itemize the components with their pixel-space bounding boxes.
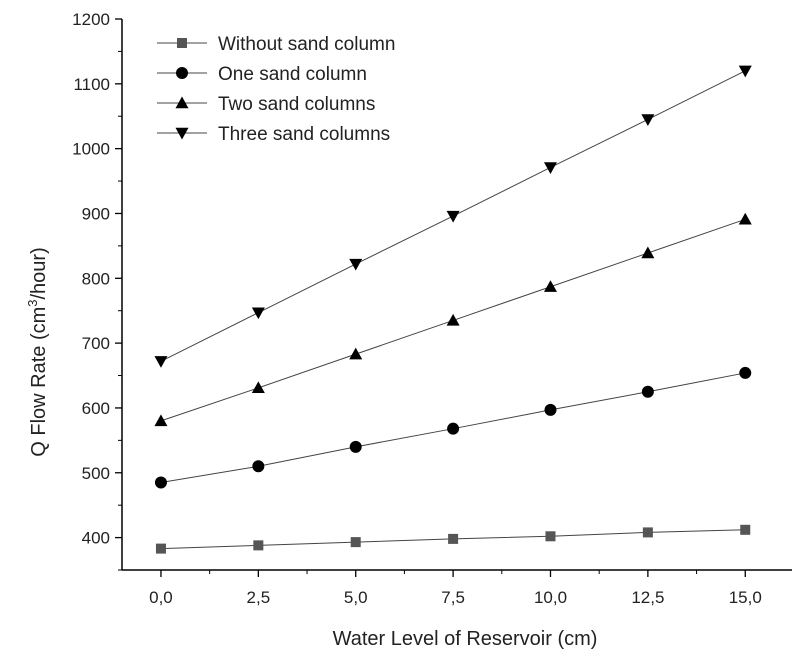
y-tick-label: 700 — [82, 334, 110, 353]
y-tick-label: 500 — [82, 464, 110, 483]
legend-label: One sand column — [218, 64, 367, 85]
data-point — [544, 403, 557, 416]
legend-label: Three sand columns — [218, 124, 390, 145]
data-point — [642, 527, 653, 538]
data-point — [738, 212, 752, 225]
y-axis-label-tail: /hour) — [28, 247, 50, 299]
data-point — [739, 366, 752, 379]
legend-marker — [175, 96, 189, 109]
data-point — [155, 543, 166, 554]
y-tick-label: 1100 — [73, 75, 110, 94]
data-point — [252, 460, 265, 473]
y-tick-label: 600 — [82, 399, 110, 418]
data-point — [349, 440, 362, 453]
data-point — [251, 381, 265, 394]
data-point — [446, 313, 460, 326]
y-axis-label-main: Q Flow Rate (cm — [28, 307, 50, 457]
data-point — [543, 280, 557, 292]
data-point — [154, 476, 167, 489]
data-point — [154, 414, 168, 427]
ticks: 400 500 600 700 800 900 1000 1100 1200 0,0 2,5 5,0 7… — [72, 10, 762, 607]
data-point — [738, 65, 752, 78]
data-point — [641, 385, 654, 398]
y-axis-label-superscript: 3 — [25, 299, 40, 306]
data-point — [350, 537, 361, 548]
data-point — [447, 422, 460, 435]
x-tick-label: 5,0 — [344, 588, 368, 607]
plot-markers — [154, 65, 752, 554]
x-tick-label: 15,0 — [729, 588, 762, 607]
x-tick-label: 2,5 — [247, 588, 271, 607]
data-point — [545, 531, 556, 542]
data-point — [641, 246, 655, 259]
legend-marker — [176, 67, 188, 79]
axes — [121, 19, 792, 571]
y-axis-label: Q Flow Rate (cm3/hour) — [25, 247, 50, 457]
x-tick-label: 12,5 — [631, 588, 664, 607]
data-point — [446, 210, 460, 223]
legend-label: Two sand columns — [218, 94, 375, 115]
y-tick-label: 400 — [82, 529, 110, 548]
legend-marker — [177, 38, 187, 48]
legend: Without sand column One sand column Two sa… — [157, 34, 395, 145]
data-point — [641, 114, 655, 126]
data-point — [349, 347, 363, 360]
data-point — [349, 258, 363, 271]
y-tick-label: 1000 — [72, 140, 110, 159]
x-tick-label: 7,5 — [441, 588, 465, 607]
data-point — [251, 307, 265, 320]
y-tick-label: 900 — [82, 204, 110, 223]
x-axis-label: Water Level of Reservoir (cm) — [333, 628, 598, 650]
x-tick-label: 0,0 — [149, 588, 173, 607]
data-point — [448, 533, 459, 544]
data-point — [543, 162, 557, 174]
data-point — [253, 540, 264, 551]
y-tick-label: 800 — [82, 269, 110, 288]
legend-marker — [175, 127, 189, 140]
x-tick-label: 10,0 — [534, 588, 567, 607]
data-point — [740, 524, 751, 535]
y-tick-label: 1200 — [72, 10, 110, 29]
legend-label: Without sand column — [218, 34, 395, 55]
data-point — [154, 356, 168, 368]
